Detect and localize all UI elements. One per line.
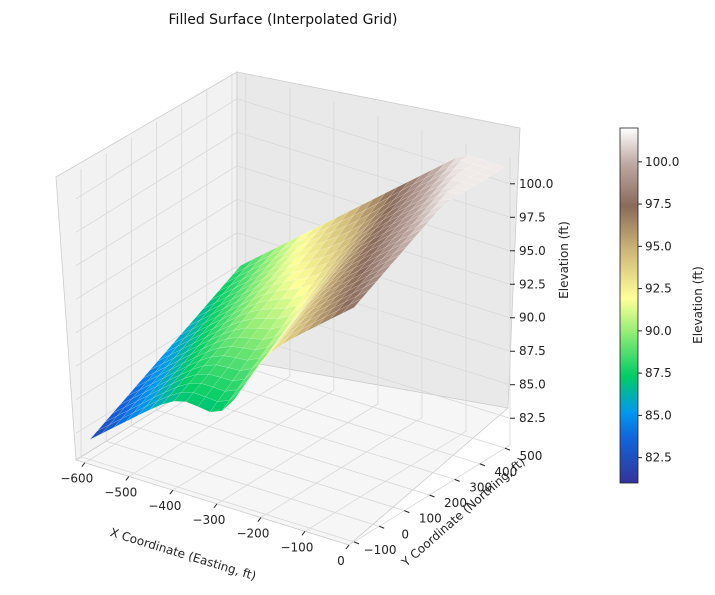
- surface-facet: [409, 220, 430, 236]
- x-tick-mark: [125, 476, 130, 481]
- x-tick-mark: [257, 517, 262, 522]
- y-tick-mark: [429, 494, 435, 498]
- y-tick-mark: [379, 525, 385, 529]
- x-tick-mark: [301, 530, 306, 536]
- y-tick-mark: [504, 447, 511, 451]
- x-tick-mark: [213, 503, 218, 509]
- colorbar-tick-label: 82.5: [645, 451, 672, 465]
- x-tick-mark: [81, 462, 86, 468]
- y-tick-mark: [353, 541, 360, 545]
- x-tick-mark: [345, 544, 350, 550]
- surface-facet: [424, 204, 445, 218]
- colorbar-tick-label: 85.0: [645, 408, 672, 422]
- z-tick-label: 100.0: [519, 177, 553, 191]
- z-tick-label: 95.0: [519, 244, 546, 258]
- colorbar-tick-label: 87.5: [645, 366, 672, 380]
- colorbar-tick-label: 97.5: [645, 197, 672, 211]
- z-tick-label: 82.5: [519, 411, 546, 425]
- surface-facet: [402, 228, 423, 244]
- x-tick-label: −100: [280, 540, 313, 554]
- x-tick-label: −200: [236, 527, 269, 541]
- y-tick-mark: [479, 463, 485, 467]
- x-axis-label: X Coordinate (Easting, ft): [109, 525, 258, 583]
- y-tick-mark: [454, 478, 460, 482]
- y-tick-label: 300: [469, 480, 492, 494]
- y-tick-label: 100: [419, 512, 442, 526]
- colorbar-gradient: [619, 127, 639, 484]
- elevation-surface: [89, 155, 506, 440]
- x-tick-label: −300: [192, 513, 225, 527]
- x-tick-label: −600: [60, 472, 93, 486]
- z-tick-label: 87.5: [519, 344, 546, 358]
- x-tick-label: −400: [148, 499, 181, 513]
- y-tick-label: 500: [520, 449, 543, 463]
- y-tick-label: −100: [364, 543, 397, 557]
- z-tick-label: 85.0: [519, 378, 546, 392]
- y-tick-label: 400: [494, 465, 517, 479]
- z-axis-label: Elevation (ft): [557, 221, 571, 299]
- colorbar-tick-label: 95.0: [645, 239, 672, 253]
- y-tick-mark: [404, 510, 410, 514]
- chart-title: Filled Surface (Interpolated Grid): [169, 12, 398, 28]
- surface-facet: [394, 237, 415, 253]
- x-tick-label: −500: [104, 485, 137, 499]
- colorbar-tick-label: 90.0: [645, 324, 672, 338]
- colorbar-tick-label: 92.5: [645, 282, 672, 296]
- y-tick-label: 0: [401, 527, 409, 541]
- x-tick-mark: [169, 489, 174, 495]
- surface-facet: [341, 298, 362, 314]
- y-tick-label: 200: [444, 496, 467, 510]
- colorbar-tick-label: 100.0: [645, 155, 679, 169]
- colorbar-label: Elevation (ft): [691, 266, 705, 344]
- colorbar: 82.5 85.0 87.5 90.0 92.5 95.0 97.5 100.0 Elevat…: [619, 127, 705, 484]
- z-axis-ticks: 82.5 85.0 87.5 90.0 92.5 95.0 97.5 100.0: [510, 177, 553, 425]
- z-tick-label: 97.5: [519, 210, 546, 224]
- colorbar-ticks: 82.5 85.0 87.5 90.0 92.5 95.0 97.5 100.0: [638, 155, 679, 465]
- z-tick-label: 92.5: [519, 277, 546, 291]
- x-tick-label: 0: [337, 554, 345, 568]
- z-tick-label: 90.0: [519, 311, 546, 325]
- x-axis-ticks: −600 −500 −400 −300 −200 −100 0: [60, 462, 350, 568]
